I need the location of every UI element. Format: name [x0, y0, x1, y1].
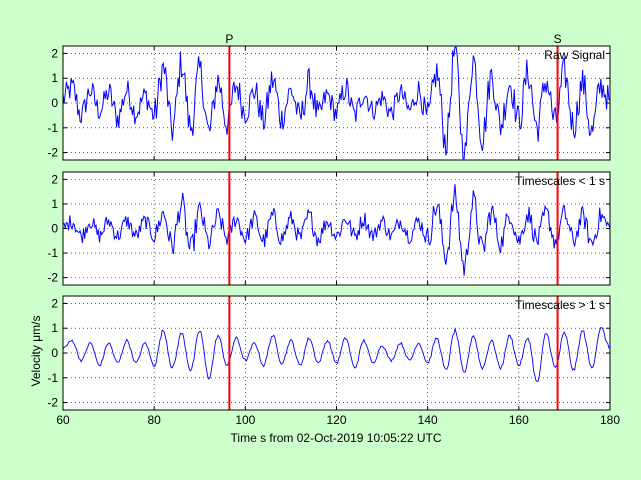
x-tick-label: 120: [326, 413, 346, 427]
x-tick-label: 80: [147, 413, 161, 427]
x-tick-label: 180: [600, 413, 620, 427]
chart-panel-1: P S -2 -1 0 1 2 Raw Signal: [47, 32, 611, 161]
phase-label-s: S: [554, 32, 562, 46]
y-tick-label: -2: [47, 146, 58, 160]
y-tick-label: 0: [51, 346, 58, 360]
x-axis-label: Time s from 02-Oct-2019 10:05:22 UTC: [231, 431, 442, 445]
y-tick-label: 1: [51, 71, 58, 85]
y-tick-label: -1: [47, 371, 58, 385]
x-tick-label: 100: [235, 413, 255, 427]
chart-panel-2: -2 -1 0 1 2 Timescales < 1 s: [47, 171, 611, 286]
signal-trace: [62, 184, 611, 276]
chart-panel-3: -2 -1 0 1 2 60 80 100 120 140 160 180 Timescales > 1…: [47, 295, 620, 427]
y-tick-label: -1: [47, 246, 58, 260]
y-tick-label: 0: [51, 96, 58, 110]
y-tick-label: 2: [51, 296, 58, 310]
y-tick-label: 1: [51, 197, 58, 211]
x-tick-label: 160: [509, 413, 529, 427]
panel-title: Raw Signal: [544, 48, 605, 62]
y-tick-label: -1: [47, 121, 58, 135]
signal-trace: [62, 46, 611, 160]
y-tick-label: -2: [47, 271, 58, 285]
y-tick-label: 2: [51, 46, 58, 60]
x-tick-label: 140: [418, 413, 438, 427]
y-tick-label: -2: [47, 396, 58, 410]
panel-title: Timescales > 1 s: [515, 298, 605, 312]
x-tick-label: 60: [56, 413, 70, 427]
y-tick-label: 2: [51, 172, 58, 186]
panel-title: Timescales < 1 s: [515, 174, 605, 188]
y-tick-label: 0: [51, 222, 58, 236]
y-axis-label: Velocity μm/s: [29, 316, 43, 387]
signal-trace: [62, 326, 611, 382]
y-tick-label: 1: [51, 321, 58, 335]
phase-label-p: P: [225, 32, 233, 46]
